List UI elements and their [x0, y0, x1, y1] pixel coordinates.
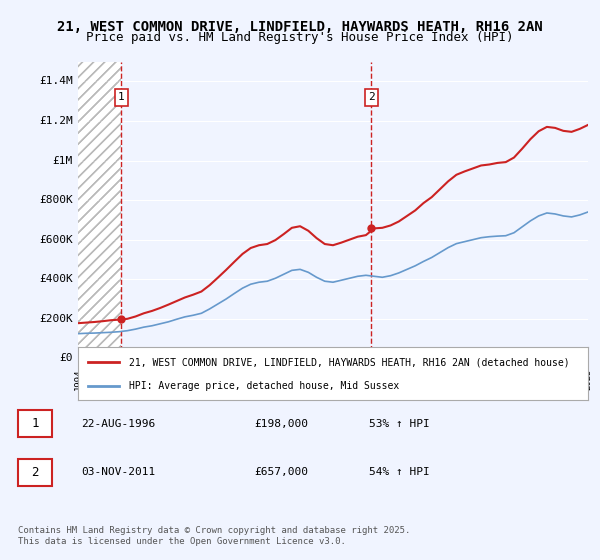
Text: 1: 1 [31, 417, 39, 430]
Bar [78, 62, 121, 358]
Text: 54% ↑ HPI: 54% ↑ HPI [369, 467, 430, 477]
Bar [78, 62, 121, 358]
Text: Contains HM Land Registry data © Crown copyright and database right 2025.
This d: Contains HM Land Registry data © Crown c… [18, 526, 410, 546]
Text: 21, WEST COMMON DRIVE, LINDFIELD, HAYWARDS HEATH, RH16 2AN (detached house): 21, WEST COMMON DRIVE, LINDFIELD, HAYWAR… [129, 357, 569, 367]
Text: 2: 2 [31, 466, 39, 479]
Text: HPI: Average price, detached house, Mid Sussex: HPI: Average price, detached house, Mid … [129, 380, 399, 390]
Text: £0: £0 [59, 353, 73, 363]
Text: £198,000: £198,000 [254, 419, 308, 429]
Text: £200K: £200K [39, 314, 73, 324]
Text: Price paid vs. HM Land Registry's House Price Index (HPI): Price paid vs. HM Land Registry's House … [86, 31, 514, 44]
FancyBboxPatch shape [18, 410, 52, 437]
Text: 03-NOV-2011: 03-NOV-2011 [81, 467, 155, 477]
Text: £1.4M: £1.4M [39, 76, 73, 86]
Text: 22-AUG-1996: 22-AUG-1996 [81, 419, 155, 429]
Text: 2: 2 [368, 92, 375, 102]
Text: £400K: £400K [39, 274, 73, 284]
Text: £600K: £600K [39, 235, 73, 245]
Text: £1.2M: £1.2M [39, 116, 73, 126]
Text: £1M: £1M [53, 156, 73, 166]
Text: £657,000: £657,000 [254, 467, 308, 477]
Text: £800K: £800K [39, 195, 73, 205]
FancyBboxPatch shape [18, 459, 52, 486]
Text: 1: 1 [118, 92, 125, 102]
Text: 53% ↑ HPI: 53% ↑ HPI [369, 419, 430, 429]
Text: 21, WEST COMMON DRIVE, LINDFIELD, HAYWARDS HEATH, RH16 2AN: 21, WEST COMMON DRIVE, LINDFIELD, HAYWAR… [57, 20, 543, 34]
